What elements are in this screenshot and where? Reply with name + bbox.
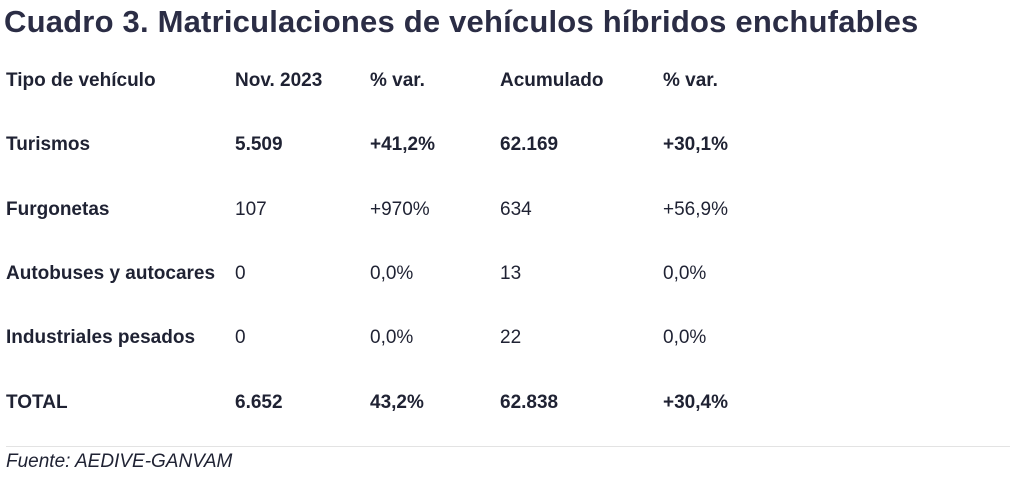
table-cell: 62.838 [500,392,559,413]
header-cell: Acumulado [500,70,604,91]
table-cell: 0 [235,263,246,284]
source-note: Fuente: AEDIVE-GANVAM [6,451,233,472]
table-total-row: TOTAL 6.652 43,2% 62.838 +30,4% [0,388,1024,418]
table-cell: 634 [500,199,532,220]
table-row: Autobuses y autocares 0 0,0% 13 0,0% [0,259,1024,289]
table-cell: 5.509 [235,134,283,155]
table-cell: 22 [500,327,522,348]
divider [6,446,1010,447]
header-cell: % var. [663,70,718,91]
table-cell: Furgonetas [6,199,110,220]
table-header-row: Tipo de vehículo Nov. 2023 % var. Acumul… [0,66,1024,96]
table-cell: +970% [370,199,430,220]
header-cell: % var. [370,70,425,91]
table-cell: 0,0% [370,327,414,348]
table-row: Industriales pesados 0 0,0% 22 0,0% [0,323,1024,353]
table-cell: +56,9% [663,199,728,220]
table-cell: 62.169 [500,134,559,155]
table-cell: 43,2% [370,392,424,413]
table-cell: TOTAL [6,392,68,413]
table-cell: Turismos [6,134,91,155]
header-cell: Nov. 2023 [235,70,323,91]
table-cell: 13 [500,263,522,284]
table-cell: Autobuses y autocares [6,263,216,284]
table-cell: +41,2% [370,134,435,155]
table-cell: 6.652 [235,392,283,413]
table-cell: 107 [235,199,267,220]
table-cell: +30,1% [663,134,728,155]
table-cell: 0 [235,327,246,348]
table-cell: 0,0% [663,263,707,284]
table-cell: Industriales pesados [6,327,196,348]
header-cell: Tipo de vehículo [6,70,156,91]
table-cell: +30,4% [663,392,728,413]
table-cell: 0,0% [663,327,707,348]
table-cell: 0,0% [370,263,414,284]
table-row: Furgonetas 107 +970% 634 +56,9% [0,195,1024,225]
table-title: Cuadro 3. Matriculaciones de vehículos h… [4,4,919,39]
table-row: Turismos 5.509 +41,2% 62.169 +30,1% [0,130,1024,160]
